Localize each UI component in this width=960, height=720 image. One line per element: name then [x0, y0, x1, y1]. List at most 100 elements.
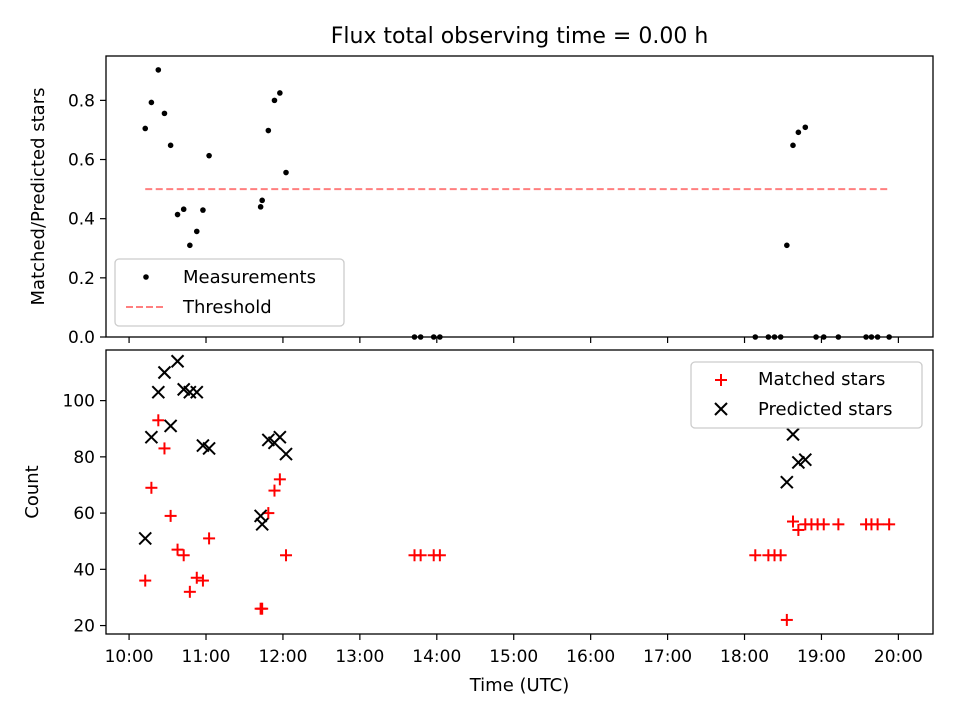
measurement-point — [206, 152, 212, 159]
measurement-point — [200, 207, 206, 213]
count-axes-frame — [105, 349, 934, 635]
predicted-stars-point — [791, 455, 806, 470]
matched-stars-point — [780, 613, 793, 626]
measurement-point — [167, 142, 174, 149]
count-y-tick-label: 60 — [73, 504, 95, 524]
ratio-y-axis-label: Matched/Predicted stars — [28, 88, 49, 306]
predicted-stars-point — [170, 354, 185, 368]
ratio-y-tick-label: 0.8 — [68, 91, 95, 111]
legend-measurements-marker-icon — [143, 274, 149, 280]
x-tick-label: 20:00 — [874, 647, 923, 667]
matched-stars-point — [256, 602, 269, 615]
matched-stars-point — [190, 571, 203, 584]
measurement-point — [155, 67, 162, 73]
predicted-stars-point — [138, 531, 152, 546]
matched-stars-point — [273, 473, 286, 486]
x-tick-label: 12:00 — [258, 647, 307, 667]
legend-predicted-label: Predicted stars — [758, 399, 892, 420]
matched-stars-point — [817, 518, 830, 531]
predicted-stars-point — [798, 452, 813, 467]
measurement-point — [265, 127, 272, 134]
measurement-point — [257, 204, 264, 210]
measurement-point — [784, 242, 790, 249]
ratio-x-ticks — [128, 337, 899, 343]
measurement-point — [180, 206, 187, 213]
measurement-point — [271, 97, 278, 104]
matched-stars-point — [280, 549, 293, 562]
matched-stars-point — [268, 484, 281, 497]
matched-stars-point — [414, 549, 427, 562]
x-tick-label: 18:00 — [720, 647, 769, 667]
matched-stars-point — [139, 574, 152, 587]
ratio-legend-box — [114, 258, 345, 327]
count-y-axis-label: Count — [22, 465, 43, 518]
legend-predicted-marker-icon — [714, 402, 728, 416]
x-tick-label: 10:00 — [105, 647, 154, 667]
matched-stars-point — [786, 515, 799, 528]
matched-stars-point — [883, 518, 896, 531]
measurement-point — [142, 125, 149, 132]
measurement-point — [174, 211, 181, 218]
legend-measurements-label: Measurements — [183, 267, 316, 288]
figure-title: Flux total observing time = 0.00 h — [331, 24, 709, 49]
legend-threshold-label: Threshold — [182, 297, 272, 318]
matched-stars-point — [145, 481, 158, 494]
x-tick-label: 14:00 — [412, 647, 461, 667]
x-tick-label: 13:00 — [335, 647, 384, 667]
x-tick-label: 15:00 — [489, 647, 538, 667]
measurement-point — [148, 99, 155, 106]
matched-stars-point — [171, 543, 184, 556]
count-y-tick-label: 80 — [73, 448, 95, 468]
predicted-stars-point — [151, 385, 166, 399]
x-tick-label: 11:00 — [182, 647, 231, 667]
count-x-ticks: 10:00 11:00 12:00 13:00 14:00 15:00 16:00 17:00… — [105, 634, 923, 667]
matched-stars-point — [158, 442, 171, 455]
legend-matched-marker-icon — [715, 374, 727, 386]
ratio-axes-frame — [105, 55, 934, 338]
legend-matched-label: Matched stars — [758, 369, 885, 390]
ratio-panel: 0.00.20.40.60.8 Matched/Predicted stars … — [28, 55, 934, 348]
measurement-point — [161, 110, 168, 117]
matched-stars-point — [749, 549, 762, 562]
ratio-y-tick-label: 0.2 — [68, 269, 95, 289]
measurement-point — [795, 129, 802, 136]
measurement-point — [802, 124, 809, 131]
predicted-stars-point — [157, 365, 172, 380]
count-plot-area — [138, 354, 896, 626]
count-y-tick-label: 100 — [63, 392, 95, 412]
x-axis-label: Time (UTC) — [469, 675, 570, 696]
count-y-ticks: 20 40 60 80 100 — [63, 392, 106, 637]
count-panel: 20 40 60 80 100 10:00 11:00 12:00 13:00 14:00 15:… — [22, 349, 934, 667]
x-tick-label: 19:00 — [797, 647, 846, 667]
predicted-stars-point — [163, 419, 178, 433]
predicted-stars-point — [273, 430, 287, 444]
predicted-stars-point — [202, 441, 216, 456]
predicted-stars-point — [780, 475, 794, 489]
x-tick-label: 17:00 — [643, 647, 692, 667]
matched-stars-point — [832, 518, 845, 531]
matched-stars-point — [152, 414, 165, 427]
predicted-stars-point — [279, 447, 293, 461]
ratio-plot-area — [142, 67, 892, 340]
ratio-y-ticks: 0.0 0.2 0.4 0.6 0.8 — [68, 91, 106, 348]
matched-stars-point — [177, 549, 190, 562]
ratio-legend: Measurements Threshold — [114, 258, 345, 327]
predicted-stars-point — [255, 517, 269, 532]
measurement-point — [277, 90, 283, 96]
ratio-y-tick-label: 0.6 — [68, 151, 95, 171]
matched-stars-point — [433, 549, 446, 562]
count-legend-box — [690, 361, 923, 429]
count-legend: Matched stars Predicted stars — [690, 361, 923, 429]
x-tick-label: 16:00 — [566, 647, 615, 667]
matched-stars-point — [183, 585, 196, 598]
predicted-stars-point — [786, 427, 800, 442]
matched-stars-point — [871, 518, 884, 531]
measurement-point — [187, 242, 193, 249]
ratio-y-tick-label: 0.4 — [68, 210, 95, 230]
matched-stars-point — [774, 549, 787, 562]
matched-stars-point — [203, 532, 216, 545]
matched-stars-point — [792, 523, 805, 536]
count-y-tick-label: 40 — [73, 560, 95, 580]
